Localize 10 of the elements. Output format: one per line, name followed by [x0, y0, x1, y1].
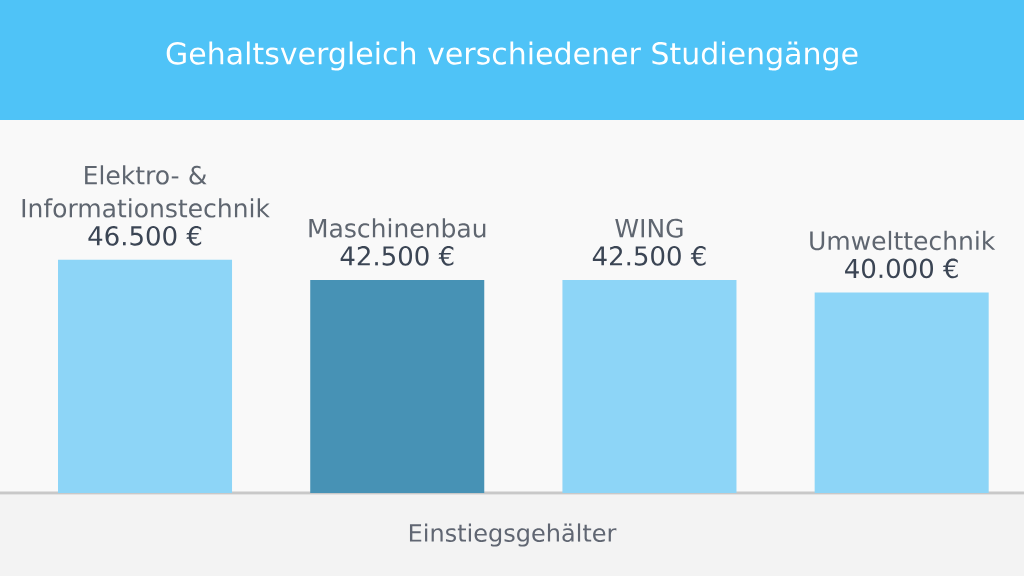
x-tick-label: Maschinenbau — [309, 218, 486, 238]
x-axis-title: Einstiegsgehälter — [409, 523, 617, 547]
data-label: 42.500 € — [592, 246, 706, 266]
data-label: 46.500 € — [88, 226, 202, 246]
x-tick-label: WING — [615, 218, 683, 238]
x-tick-label: Umwelttechnik — [810, 230, 996, 251]
chart-title: Gehaltsvergleich verschiedener Studiengänge — [166, 41, 858, 71]
data-label: 40.000 € — [845, 258, 958, 279]
x-tick-label: Elektro- & Informationstechnik — [22, 165, 270, 218]
data-label: 42.500 € — [340, 246, 454, 266]
